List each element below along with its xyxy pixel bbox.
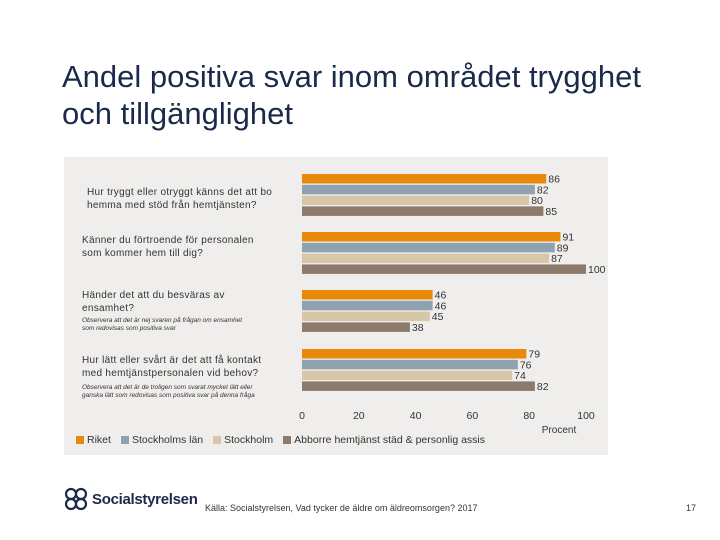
page-number: 17: [686, 503, 697, 513]
bar-q1-s3: [302, 195, 530, 206]
data-label-q2-s2: 89: [557, 242, 569, 254]
legend-item-stockholms-lan: Stockholms län: [120, 434, 204, 446]
bar-q4-s2: [302, 359, 518, 370]
question-label-4: Hur lätt eller svårt är det att få konta…: [82, 355, 262, 379]
data-label-q4-s2: 76: [520, 359, 532, 371]
logo-text: Socialstyrelsen: [92, 490, 198, 508]
data-label-q4-s3: 74: [514, 370, 526, 382]
legend-label-abborre: Abborre hemtjänst städ & personlig assis: [294, 434, 486, 446]
data-label-q2-s3: 87: [551, 253, 563, 265]
logo-emblem-icon: [64, 487, 88, 511]
bar-q4-s3: [302, 370, 513, 381]
data-label-q1-s4: 85: [545, 206, 557, 218]
bar-q3-s1: [302, 290, 433, 300]
bar-q1-s1: [302, 174, 547, 184]
bar-q2-s4: [302, 264, 586, 274]
data-label-q4-s1: 79: [528, 349, 540, 361]
bar-q1-s4: [302, 206, 544, 216]
source-citation: Källa: Socialstyrelsen, Vad tycker de äl…: [205, 503, 478, 513]
x-tick-label-4: 80: [523, 410, 535, 422]
legend-item-stockholm: Stockholm: [213, 434, 273, 446]
question-note-4: Observera att det är de troligen som sva…: [82, 384, 255, 399]
socialstyrelsen-logo: Socialstyrelsen: [64, 486, 198, 512]
legend-item-abborre: Abborre hemtjänst städ & personlig assis: [283, 434, 485, 446]
legend-item-riket: Riket: [76, 434, 111, 446]
legend-label-stockholm: Stockholm: [224, 434, 274, 446]
chart-panel: 86 82 80 85 91 89 87 100 46 46 45 38 79 76 74 82 0 20 40 60…: [64, 157, 608, 455]
legend-swatch-stockholms-lan: [120, 436, 129, 444]
page-title: Andel positiva svar inom området trygghe…: [62, 59, 641, 131]
bar-q2-s2: [302, 242, 555, 253]
data-label-q3-s2: 46: [435, 300, 447, 312]
bar-q2-s1: [302, 232, 561, 242]
x-tick-label-1: 20: [353, 410, 365, 422]
bar-q3-s4: [302, 322, 410, 332]
legend-swatch-riket: [76, 436, 84, 444]
data-label-q1-s2: 82: [537, 184, 549, 196]
question-label-2: Känner du förtroende för personalen som …: [82, 235, 254, 259]
data-label-q1-s1: 86: [548, 174, 560, 186]
x-axis-label: Procent: [542, 425, 577, 436]
data-label-q2-s4: 100: [588, 264, 606, 276]
x-tick-label-5: 100: [577, 410, 595, 422]
data-label-q2-s1: 91: [562, 232, 574, 244]
bar-q3-s2: [302, 300, 433, 311]
bar-q4-s1: [302, 349, 527, 359]
legend-swatch-stockholm: [213, 436, 222, 444]
question-label-3: Händer det att du besväras av ensamhet?: [82, 290, 225, 314]
legend-swatch-abborre: [283, 436, 292, 444]
question-note-3: Observera att det är nej svaren på fråga…: [82, 317, 243, 332]
bar-q2-s3: [302, 253, 550, 264]
bar-q3-s3: [302, 311, 430, 322]
data-label-q3-s4: 38: [412, 322, 424, 334]
x-tick-label-3: 60: [467, 410, 479, 422]
chart-legend: Riket Stockholms län Stockholm Abborre h…: [76, 434, 495, 446]
x-tick-label-2: 40: [410, 410, 422, 422]
data-label-q1-s3: 80: [531, 195, 543, 207]
data-label-q4-s4: 82: [537, 381, 549, 393]
x-tick-label-0: 0: [299, 410, 305, 422]
bar-q4-s4: [302, 381, 535, 391]
bar-q1-s2: [302, 184, 535, 195]
data-label-q3-s1: 46: [435, 290, 447, 302]
question-label-1: Hur tryggt eller otryggt känns det att b…: [87, 187, 273, 211]
data-label-q3-s3: 45: [432, 311, 444, 323]
legend-label-stockholms-lan: Stockholms län: [131, 434, 204, 446]
legend-label-riket: Riket: [87, 434, 111, 446]
